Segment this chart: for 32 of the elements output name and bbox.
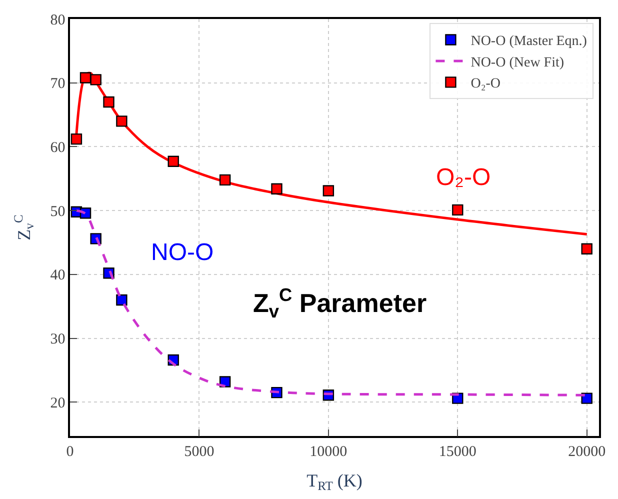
point xyxy=(219,174,231,186)
x-tick-label: 15000 xyxy=(438,444,476,460)
text: Parameter xyxy=(299,288,427,318)
y-tick-label: 30 xyxy=(50,332,66,348)
point xyxy=(116,294,128,306)
x-tick-label: 10000 xyxy=(310,444,348,460)
y-tick-label: 40 xyxy=(50,268,66,284)
point xyxy=(103,96,114,108)
point xyxy=(271,183,282,194)
x-tick-label: 20000 xyxy=(568,444,606,460)
point xyxy=(70,133,82,145)
x-tick-label: 5000 xyxy=(184,444,214,460)
point xyxy=(581,392,592,404)
point xyxy=(452,204,464,216)
y-tick-label: 50 xyxy=(50,204,66,220)
point xyxy=(168,156,179,168)
legend-label: NO-O (New Fit) xyxy=(470,55,564,70)
y-tick-label: 60 xyxy=(50,140,66,156)
annotation: NO-O xyxy=(151,239,214,266)
legend-label: NO-O (Master Eqn.) xyxy=(470,34,588,50)
point xyxy=(116,116,128,127)
point xyxy=(581,243,592,254)
y-tick-label: 70 xyxy=(50,76,66,92)
y-tick-label: 80 xyxy=(50,12,66,28)
point xyxy=(80,72,92,84)
point xyxy=(90,74,102,86)
x-axis-title: T$_{RT}$ (K) xyxy=(306,470,362,494)
y-tick-label: 20 xyxy=(50,395,66,412)
annotation: O₂-O xyxy=(436,164,491,191)
x-tick-label: 0 xyxy=(66,444,74,460)
legend-label: O₂-O xyxy=(470,76,500,92)
point xyxy=(322,185,334,196)
